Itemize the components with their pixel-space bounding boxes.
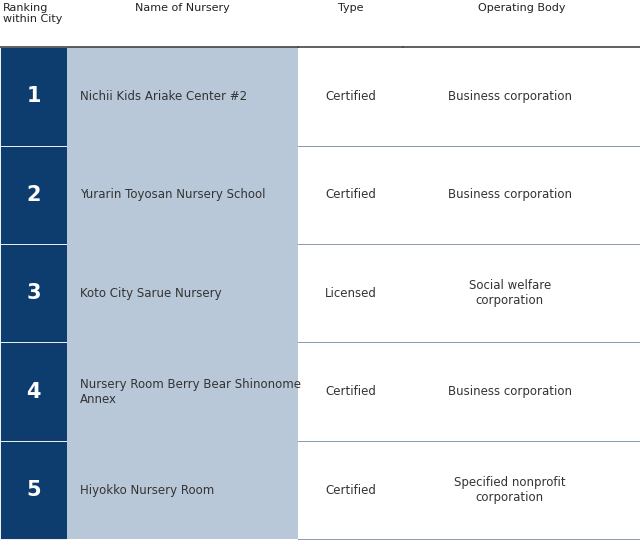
Bar [0,146,67,244]
Text: Operating Body: Operating Body [478,3,565,13]
Text: Business corporation: Business corporation [448,90,572,103]
Text: Business corporation: Business corporation [448,188,572,201]
Text: 1: 1 [26,87,41,106]
Bar [67,47,298,146]
Bar [67,244,298,342]
Text: Specified nonprofit
corporation: Specified nonprofit corporation [454,476,566,504]
Text: Nursery Room Berry Bear Shinonome
Annex: Nursery Room Berry Bear Shinonome Annex [80,378,301,406]
Text: Type: Type [338,3,363,13]
Text: 2: 2 [26,185,41,205]
Text: Social welfare
corporation: Social welfare corporation [468,279,551,307]
Text: Licensed: Licensed [324,287,376,300]
Text: Ranking
within City: Ranking within City [3,3,63,24]
Bar [67,146,298,244]
Text: Certified: Certified [325,188,376,201]
Bar [0,342,67,441]
Text: Nichii Kids Ariake Center #2: Nichii Kids Ariake Center #2 [80,90,247,103]
Bar [0,47,67,146]
Bar [0,244,67,342]
Text: Certified: Certified [325,385,376,398]
Text: Name of Nursery: Name of Nursery [135,3,230,13]
Text: Hiyokko Nursery Room: Hiyokko Nursery Room [80,484,214,497]
Text: Koto City Sarue Nursery: Koto City Sarue Nursery [80,287,221,300]
Text: Certified: Certified [325,484,376,497]
Bar [67,342,298,441]
Text: Certified: Certified [325,90,376,103]
Text: 4: 4 [26,382,41,401]
Text: Yurarin Toyosan Nursery School: Yurarin Toyosan Nursery School [80,188,266,201]
Text: 3: 3 [26,284,41,303]
Bar [0,441,67,539]
Text: 5: 5 [26,480,41,500]
Bar [67,441,298,539]
Text: Business corporation: Business corporation [448,385,572,398]
